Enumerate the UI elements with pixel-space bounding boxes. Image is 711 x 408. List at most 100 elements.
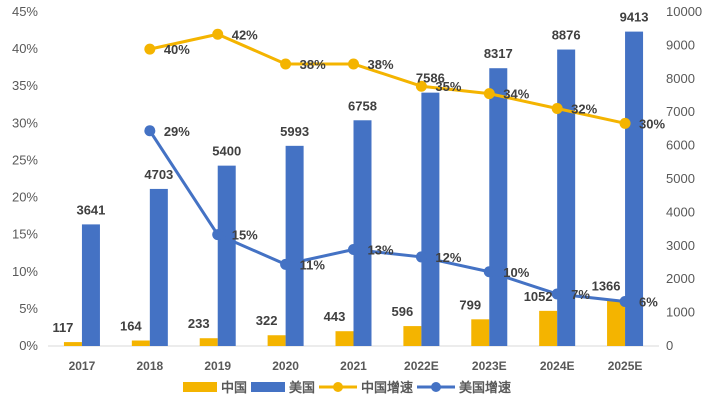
line-data-label: 38%: [368, 57, 394, 72]
bar-china: [131, 340, 150, 346]
x-tick-label: 2021: [340, 359, 367, 373]
x-tick-label: 2018: [136, 359, 163, 373]
y-left-tick-label: 25%: [12, 152, 38, 167]
y-left-tick-label: 15%: [12, 227, 38, 242]
x-tick-label: 2023E: [472, 359, 507, 373]
point-china-growth: [280, 58, 292, 70]
y-left-tick-label: 35%: [12, 78, 38, 93]
y-right-tick-label: 5000: [666, 171, 695, 186]
bar-usa: [557, 49, 576, 347]
bar-data-label: 164: [120, 319, 142, 334]
bar-china: [335, 331, 354, 346]
line-data-label: 30%: [639, 116, 665, 131]
bar-china: [63, 342, 82, 346]
point-china-growth: [212, 28, 224, 40]
bars: [63, 31, 644, 347]
legend: 中国 美国 中国增速 美国增速: [183, 380, 511, 395]
legend-swatch-bar: [251, 382, 285, 392]
bar-usa: [81, 224, 100, 346]
line-data-label: 12%: [435, 250, 461, 265]
y-right-tick-label: 10000: [666, 4, 702, 19]
bar-data-label: 596: [392, 304, 414, 319]
point-usa-growth: [415, 251, 427, 263]
legend-label: 中国: [221, 380, 247, 395]
legend-swatch-marker: [333, 382, 343, 392]
bar-data-label: 322: [256, 313, 278, 328]
bar-data-label: 8317: [484, 46, 513, 61]
y-right-tick-label: 6000: [666, 138, 695, 153]
bar-usa: [489, 68, 508, 347]
bar-china: [471, 319, 490, 346]
point-china-growth: [144, 43, 156, 55]
bar-usa: [625, 31, 644, 346]
point-china-growth: [483, 88, 495, 100]
line-data-label: 6%: [639, 294, 658, 309]
y-left-tick-label: 30%: [12, 115, 38, 130]
bar-china: [403, 326, 422, 346]
bar-data-label: 8876: [552, 28, 581, 43]
legend-swatch-bar: [183, 382, 217, 392]
y-right-tick-label: 0: [666, 338, 673, 353]
line-data-label: 29%: [164, 124, 190, 139]
point-china-growth: [348, 58, 359, 70]
line-data-label: 13%: [368, 243, 394, 258]
bar-usa: [285, 145, 304, 346]
point-usa-growth: [619, 295, 631, 307]
bar-data-label: 4703: [144, 167, 173, 182]
lines: [144, 28, 631, 307]
y-right-tick-label: 1000: [666, 305, 695, 320]
line-data-label: 32%: [571, 101, 597, 116]
point-usa-growth: [483, 266, 495, 278]
legend-swatch-marker: [431, 382, 441, 392]
legend-label: 中国增速: [361, 380, 413, 395]
data-labels: 117 164 233 322 443 596 799 1052 1366 3641 4703 540…: [52, 10, 665, 335]
bar-china: [267, 335, 286, 346]
axes: 0% 5% 10% 15% 20% 25% 30% 35% 40% 45% 0 1000 2000 300…: [12, 4, 702, 373]
x-tick-label: 2020: [272, 359, 299, 373]
y-left-tick-label: 10%: [12, 264, 38, 279]
point-usa-growth: [212, 229, 224, 241]
y-left-tick-label: 0%: [19, 338, 38, 353]
x-tick-label: 2022E: [404, 359, 439, 373]
bar-usa: [217, 165, 236, 346]
line-data-label: 42%: [232, 27, 258, 42]
x-tick-label: 2025E: [608, 359, 643, 373]
bar-data-label: 6758: [348, 98, 377, 113]
bar-data-label: 117: [52, 320, 73, 335]
legend-label: 美国: [289, 380, 315, 395]
point-usa-growth: [551, 288, 563, 300]
bar-data-label: 7586: [416, 71, 445, 86]
line-data-label: 7%: [571, 287, 590, 302]
line-data-label: 10%: [503, 265, 529, 280]
line-data-label: 15%: [232, 228, 258, 243]
bar-china: [539, 310, 558, 346]
line-data-label: 34%: [503, 87, 529, 102]
line-data-label: 11%: [300, 257, 326, 272]
legend-label: 美国增速: [459, 380, 511, 395]
y-right-tick-label: 9000: [666, 37, 695, 52]
y-left-tick-label: 5%: [19, 301, 38, 316]
x-tick-label: 2024E: [540, 359, 575, 373]
bar-data-label: 9413: [620, 10, 649, 25]
line-china-growth: [149, 32, 626, 125]
bar-china: [607, 300, 626, 346]
bar-data-label: 233: [188, 316, 210, 331]
bar-data-label: 799: [459, 297, 481, 312]
y-right-tick-label: 2000: [666, 271, 695, 286]
bar-usa: [149, 188, 168, 346]
point-usa-growth: [280, 258, 292, 270]
bar-data-label: 443: [324, 309, 346, 324]
point-china-growth: [551, 102, 563, 114]
bar-data-label: 3641: [76, 202, 105, 217]
y-left-tick-label: 45%: [12, 4, 38, 19]
bar-usa: [421, 92, 440, 347]
point-china-growth: [619, 117, 631, 129]
point-china-growth: [415, 80, 427, 92]
line-data-label: 40%: [164, 42, 190, 57]
line-data-label: 35%: [435, 79, 461, 94]
y-left-tick-label: 20%: [12, 190, 38, 205]
point-usa-growth: [144, 125, 156, 137]
bar-data-label: 1366: [592, 278, 621, 293]
y-right-tick-label: 3000: [666, 238, 695, 253]
